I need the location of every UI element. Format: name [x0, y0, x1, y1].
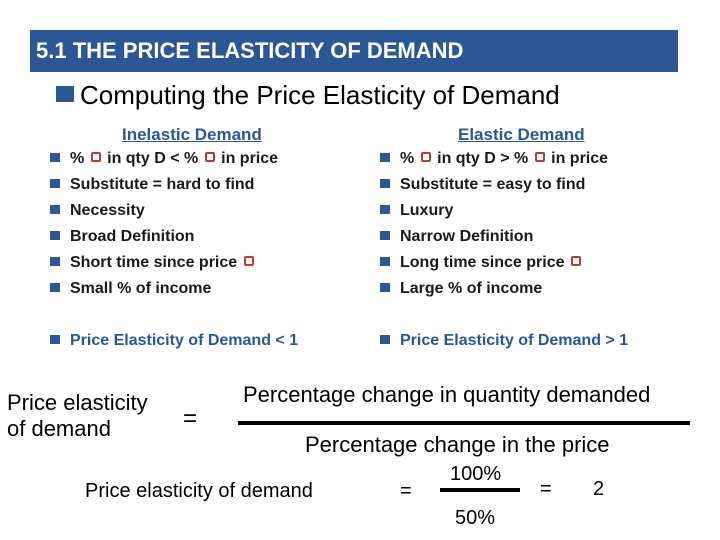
formula-equals: = [183, 405, 198, 432]
list-item: Short time since price [50, 250, 370, 276]
example-denominator: 50% [455, 507, 496, 529]
square-bullet-icon [50, 205, 60, 215]
square-bullet-icon [380, 283, 390, 293]
example-fraction-bar [440, 488, 520, 492]
square-bullet-icon [380, 179, 390, 189]
formula-lhs: Price elasticity of demand [7, 390, 148, 441]
square-bullet-icon [50, 283, 60, 293]
formula-numerator: Percentage change in quantity demanded [243, 382, 651, 407]
square-bullet-icon [50, 179, 60, 189]
square-bullet-icon [50, 257, 60, 267]
elastic-list: % in qty D > % in price Substitute = eas… [380, 146, 700, 354]
list-item: Small % of income [50, 276, 370, 302]
slide-subtitle: Computing the Price Elasticity of Demand [56, 78, 560, 112]
inelastic-summary: Price Elasticity of Demand < 1 [50, 328, 370, 354]
example-equals: = [400, 480, 412, 502]
square-bullet-icon [56, 86, 74, 103]
square-bullet-icon [50, 231, 60, 241]
square-bullet-icon [380, 335, 390, 345]
square-bullet-icon [50, 335, 60, 345]
slide-title: 5.1 THE PRICE ELASTICITY OF DEMAND [30, 30, 678, 72]
square-bullet-icon [380, 153, 390, 163]
list-item: Substitute = easy to find [380, 172, 700, 198]
example-label: Price elasticity of demand [85, 480, 313, 502]
list-item: Narrow Definition [380, 224, 700, 250]
square-bullet-icon [50, 153, 60, 163]
list-item: Long time since price [380, 250, 700, 276]
change-symbol-icon [243, 255, 254, 266]
subtitle-text: Computing the Price Elasticity of Demand [80, 80, 560, 110]
square-bullet-icon [380, 257, 390, 267]
list-item: Broad Definition [50, 224, 370, 250]
change-symbol-icon [420, 151, 431, 162]
fraction-bar [238, 421, 690, 425]
inelastic-heading: Inelastic Demand [122, 125, 262, 144]
example-equals-2: = [540, 478, 552, 500]
elastic-heading: Elastic Demand [458, 125, 585, 144]
list-item: % in qty D > % in price [380, 146, 700, 172]
square-bullet-icon [380, 231, 390, 241]
formula-denominator: Percentage change in the price [305, 432, 610, 457]
elastic-column: Elastic Demand % in qty D > % in price S… [380, 124, 700, 354]
inelastic-list: % in qty D < % in price Substitute = har… [50, 146, 370, 354]
change-symbol-icon [570, 255, 581, 266]
example-result: 2 [593, 478, 605, 500]
elastic-summary: Price Elasticity of Demand > 1 [380, 328, 700, 354]
change-symbol-icon [204, 151, 215, 162]
list-item: Large % of income [380, 276, 700, 302]
list-item: % in qty D < % in price [50, 146, 370, 172]
list-item: Necessity [50, 198, 370, 224]
change-symbol-icon [534, 151, 545, 162]
list-item: Luxury [380, 198, 700, 224]
inelastic-column: Inelastic Demand % in qty D < % in price… [50, 124, 370, 354]
square-bullet-icon [380, 205, 390, 215]
change-symbol-icon [90, 151, 101, 162]
list-item: Substitute = hard to find [50, 172, 370, 198]
example-numerator: 100% [450, 463, 502, 485]
